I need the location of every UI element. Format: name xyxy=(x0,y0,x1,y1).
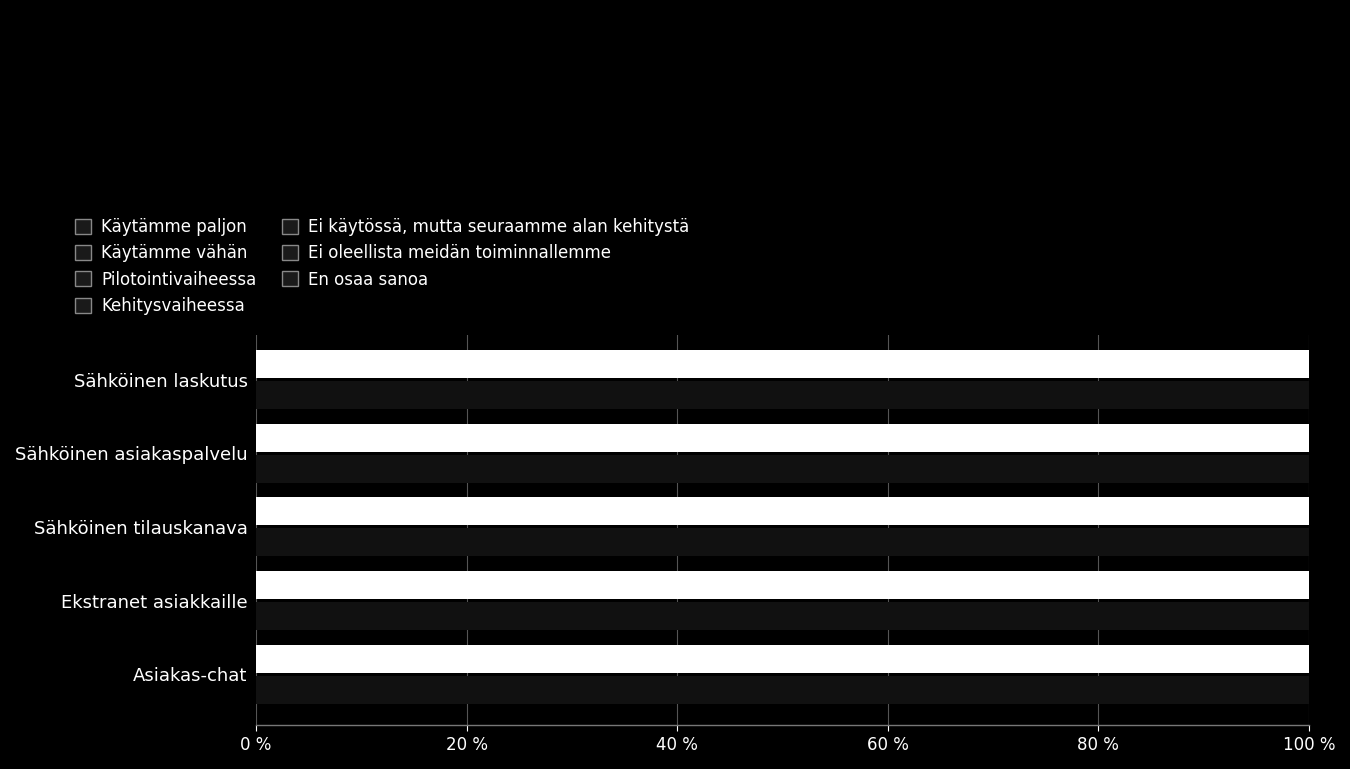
Bar xyxy=(256,381,1308,409)
Bar xyxy=(256,676,1308,704)
Bar xyxy=(256,602,1308,630)
Bar xyxy=(256,498,1308,525)
Bar xyxy=(256,528,1308,556)
Bar xyxy=(256,644,1308,673)
Bar xyxy=(256,424,1308,452)
Bar xyxy=(256,351,1308,378)
Bar xyxy=(256,454,1308,483)
Bar xyxy=(256,571,1308,599)
Legend: Käytämme paljon, Käytämme vähän, Pilotointivaiheessa, Kehitysvaiheessa, Ei käytö: Käytämme paljon, Käytämme vähän, Pilotoi… xyxy=(74,218,690,315)
